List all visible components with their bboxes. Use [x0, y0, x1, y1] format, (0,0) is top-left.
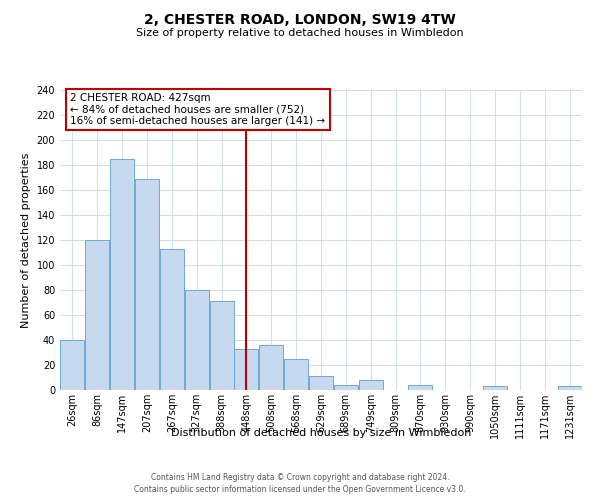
- Bar: [185, 290, 209, 390]
- Text: Contains HM Land Registry data © Crown copyright and database right 2024.: Contains HM Land Registry data © Crown c…: [151, 472, 449, 482]
- Text: 2, CHESTER ROAD, LONDON, SW19 4TW: 2, CHESTER ROAD, LONDON, SW19 4TW: [144, 12, 456, 26]
- Bar: [557, 386, 581, 390]
- Bar: [235, 349, 259, 390]
- Bar: [61, 340, 85, 390]
- Bar: [160, 248, 184, 390]
- Bar: [209, 301, 233, 390]
- Bar: [483, 386, 507, 390]
- Bar: [359, 380, 383, 390]
- Text: Size of property relative to detached houses in Wimbledon: Size of property relative to detached ho…: [136, 28, 464, 38]
- Bar: [110, 159, 134, 390]
- Bar: [409, 385, 433, 390]
- Bar: [85, 240, 109, 390]
- Bar: [135, 179, 159, 390]
- Bar: [259, 345, 283, 390]
- Y-axis label: Number of detached properties: Number of detached properties: [21, 152, 31, 328]
- Bar: [284, 359, 308, 390]
- Text: Contains public sector information licensed under the Open Government Licence v3: Contains public sector information licen…: [134, 485, 466, 494]
- Bar: [334, 385, 358, 390]
- Bar: [309, 376, 333, 390]
- Text: 2 CHESTER ROAD: 427sqm
← 84% of detached houses are smaller (752)
16% of semi-de: 2 CHESTER ROAD: 427sqm ← 84% of detached…: [70, 93, 326, 126]
- Text: Distribution of detached houses by size in Wimbledon: Distribution of detached houses by size …: [171, 428, 471, 438]
